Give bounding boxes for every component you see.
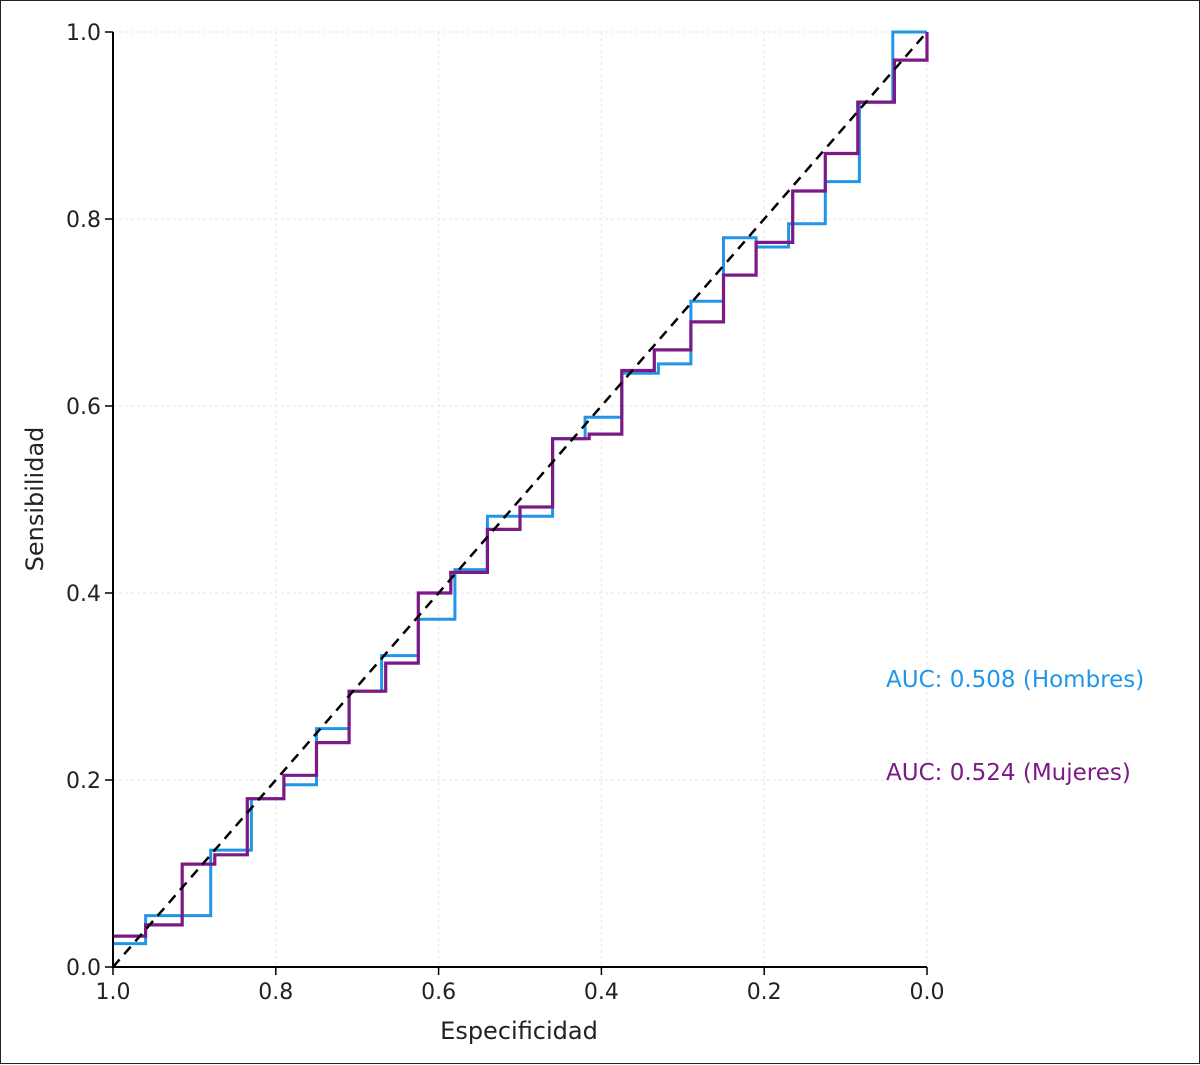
series-layer xyxy=(112,30,929,968)
roc-series-0 xyxy=(113,30,927,946)
y-tick-label: 1.0 xyxy=(66,21,101,46)
x-tick-label: 0.2 xyxy=(747,980,782,1005)
ticks: 1.0 0.8 0.6 0.4 0.2 0.0 0.0 0.2 0.4 0.6 0.8 1.0 xyxy=(66,21,945,1005)
auc-mujeres-label: AUC: 0.524 (Mujeres) xyxy=(886,760,1131,786)
axes xyxy=(112,32,927,968)
y-tick-label: 0.4 xyxy=(66,582,101,607)
y-axis-title: Sensibilidad xyxy=(21,427,49,572)
x-tick-label: 0.8 xyxy=(258,980,293,1005)
roc-series-1 xyxy=(113,32,929,938)
y-tick-label: 0.0 xyxy=(66,956,101,981)
y-tick-label: 0.6 xyxy=(66,395,101,420)
x-tick-label: 0.0 xyxy=(910,980,945,1005)
x-tick-label: 0.4 xyxy=(584,980,619,1005)
reference-diagonal xyxy=(112,31,928,968)
y-tick-label: 0.2 xyxy=(66,769,101,794)
x-axis-title: Especificidad xyxy=(440,1017,598,1045)
auc-hombres-label: AUC: 0.508 (Hombres) xyxy=(886,667,1144,693)
x-tick-label: 1.0 xyxy=(96,980,131,1005)
x-tick-label: 0.6 xyxy=(421,980,456,1005)
y-tick-label: 0.8 xyxy=(66,208,101,233)
